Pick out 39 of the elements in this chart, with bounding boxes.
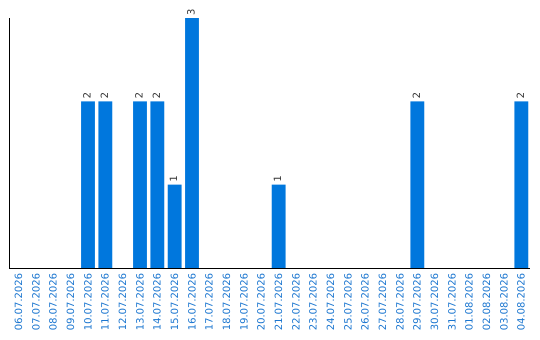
x-tick-label: 19.07.2026 [239,273,250,330]
x-tick-label: 13.07.2026 [135,273,146,330]
x-tick-label: 07.07.2026 [31,273,42,330]
x-tick-label: 12.07.2026 [118,273,129,330]
data-label: 2 [134,92,146,98]
data-label: 1 [169,175,180,182]
x-tick-label: 17.07.2026 [204,273,216,330]
x-tick-label: 28.07.2026 [395,273,406,330]
data-label: 2 [82,92,94,98]
x-tick-label: 27.07.2026 [378,273,389,330]
x-tick-label: 14.07.2026 [152,273,164,330]
x-tick-label: 29.07.2026 [412,273,424,330]
x-tick-label: 22.07.2026 [291,273,302,330]
x-tick-label: 31.07.2026 [447,273,458,330]
x-tick-label: 11.07.2026 [100,273,112,330]
x-tick-label: 20.07.2026 [256,273,268,330]
data-label: 2 [152,92,163,98]
x-tick-label: 23.07.2026 [308,273,320,330]
data-label: 2 [516,92,527,98]
x-tick-label: 04.08.2026 [516,273,528,330]
x-tick-label: 30.07.2026 [430,273,441,330]
x-tick-label: 18.07.2026 [222,273,233,330]
x-tick-label: 01.08.2026 [464,273,476,330]
x-tick-label: 26.07.2026 [360,273,372,330]
x-tick-label: 09.07.2026 [66,273,77,330]
x-tick-label: 03.08.2026 [499,273,510,330]
x-tick-label: 10.07.2026 [83,273,94,330]
x-tick-label: 16.07.2026 [187,273,198,330]
data-label: 2 [412,92,423,98]
x-tick-label: 25.07.2026 [343,273,354,330]
x-tick-label: 15.07.2026 [170,273,181,330]
x-tick-label: 08.07.2026 [48,273,60,330]
data-label: 2 [100,92,111,98]
x-tick-label: 06.07.2026 [14,273,25,330]
x-tick-label: 24.07.2026 [326,273,337,330]
data-label: 3 [186,8,198,15]
x-tick-label: 02.08.2026 [482,273,493,330]
data-label: 1 [273,175,284,182]
x-tick-label: 21.07.2026 [274,273,285,330]
